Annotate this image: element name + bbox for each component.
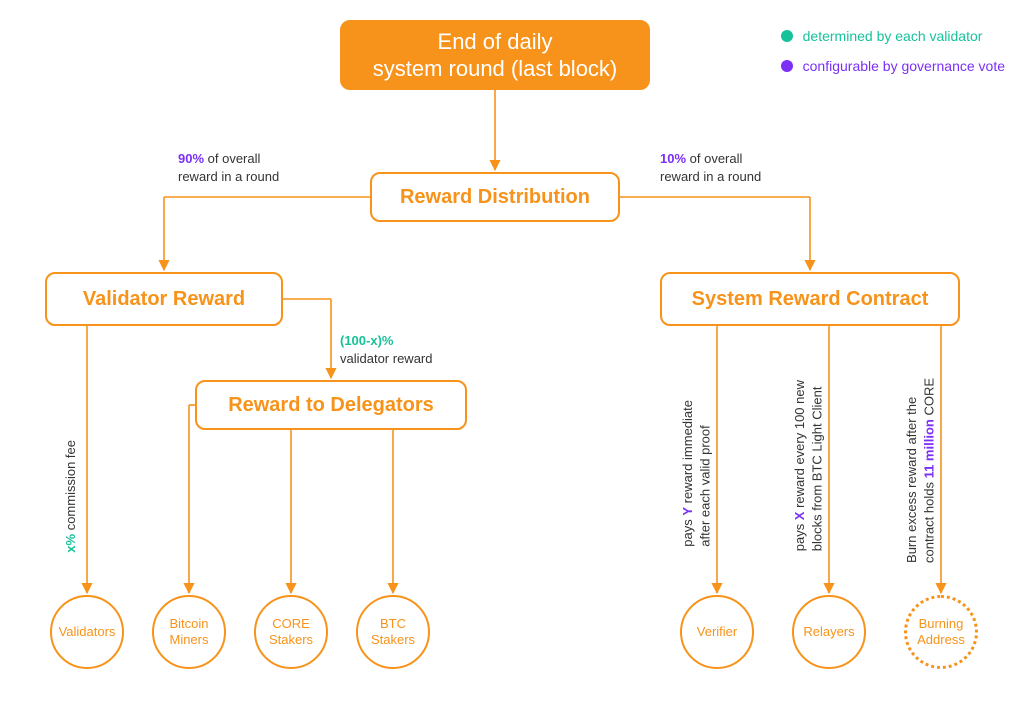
label: CORE Stakers [269, 616, 313, 647]
leaf-relayers: Relayers [792, 595, 866, 669]
line2: reward in a round [660, 169, 761, 184]
label: Bitcoin Miners [169, 616, 208, 647]
rest: of overall [204, 151, 260, 166]
label: Burning Address [917, 616, 965, 647]
legend-item-governance: configurable by governance vote [781, 58, 1005, 74]
legend-label: determined by each validator [803, 28, 983, 44]
leaf-burning-address: Burning Address [904, 595, 978, 669]
node-system-reward-contract: System Reward Contract [660, 272, 960, 326]
label: Reward to Delegators [228, 394, 434, 417]
label: Relayers [803, 624, 854, 640]
a: pays [792, 520, 807, 551]
leaf-validators: Validators [50, 595, 124, 669]
b: X [792, 512, 807, 521]
c: CORE [922, 378, 937, 419]
line1: Burn excess reward after the [903, 378, 921, 563]
label: Verifier [697, 624, 737, 640]
legend-dot-purple [781, 60, 793, 72]
label: System Reward Contract [692, 288, 929, 311]
root-line2: system round (last block) [373, 56, 618, 81]
line2: after each valid proof [697, 400, 715, 547]
a: pays [680, 516, 695, 547]
label: BTC Stakers [371, 616, 415, 647]
edge-label-90pct: 90% of overall reward in a round [178, 150, 279, 185]
b: 11 million [922, 419, 937, 478]
leaf-btc-stakers: BTC Stakers [356, 595, 430, 669]
connector-lines [0, 0, 1023, 707]
legend-label: configurable by governance vote [803, 58, 1005, 74]
edge-label-10pct: 10% of overall reward in a round [660, 150, 761, 185]
legend-item-validator: determined by each validator [781, 28, 1005, 44]
label: Reward Distribution [400, 186, 590, 209]
edge-label-relayers: pays X reward every 100 new blocks from … [791, 380, 826, 551]
leaf-bitcoin-miners: Bitcoin Miners [152, 595, 226, 669]
pct: x% [63, 534, 78, 553]
leaf-core-stakers: CORE Stakers [254, 595, 328, 669]
node-reward-distribution: Reward Distribution [370, 172, 620, 222]
edge-label-verifier: pays Y reward immediate after each valid… [679, 400, 714, 547]
node-validator-reward: Validator Reward [45, 272, 283, 326]
edge-label-100-x: (100-x)% validator reward [340, 332, 433, 367]
node-root: End of daily system round (last block) [340, 20, 650, 90]
pct: (100-x)% [340, 333, 393, 348]
label: Validator Reward [83, 288, 245, 311]
root-line1: End of daily [438, 29, 553, 54]
line2: blocks from BTC Light Client [809, 380, 827, 551]
line2: validator reward [340, 351, 433, 366]
c: reward immediate [680, 400, 695, 507]
legend-dot-green [781, 30, 793, 42]
leaf-verifier: Verifier [680, 595, 754, 669]
rest: commission fee [63, 440, 78, 534]
line2: reward in a round [178, 169, 279, 184]
rest: of overall [686, 151, 742, 166]
b: Y [680, 507, 695, 516]
edge-label-commission: x% commission fee [62, 440, 80, 553]
pct: 90% [178, 151, 204, 166]
c: reward every 100 new [792, 380, 807, 512]
edge-label-burning: Burn excess reward after the contract ho… [903, 378, 938, 563]
legend: determined by each validator configurabl… [781, 28, 1005, 88]
a: contract holds [922, 478, 937, 563]
node-reward-to-delegators: Reward to Delegators [195, 380, 467, 430]
label: Validators [59, 624, 116, 640]
pct: 10% [660, 151, 686, 166]
